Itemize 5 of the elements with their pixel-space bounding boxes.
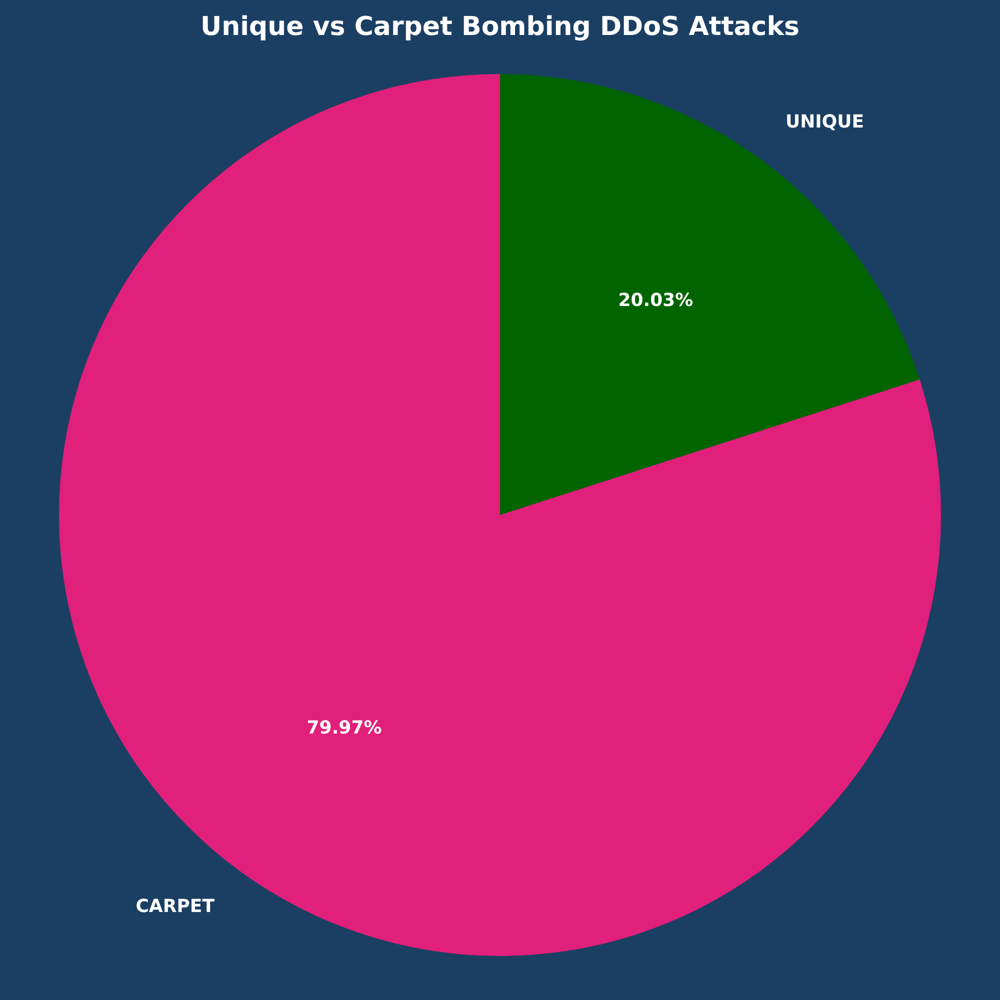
slice-label: UNIQUE bbox=[786, 111, 864, 132]
slice-label: CARPET bbox=[136, 896, 216, 917]
data-label: 79.97% bbox=[306, 718, 382, 739]
data-label: 20.03% bbox=[618, 290, 694, 311]
chart-title: Unique vs Carpet Bombing DDoS Attacks bbox=[200, 12, 800, 42]
